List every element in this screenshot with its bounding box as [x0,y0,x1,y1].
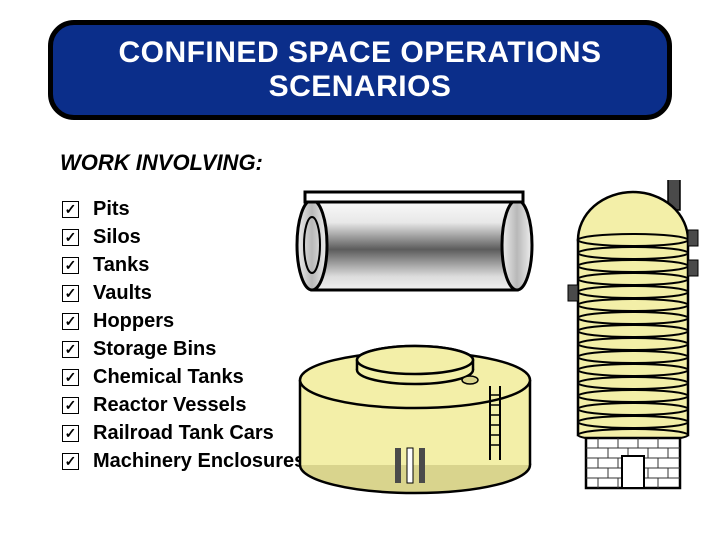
checked-box-icon [62,369,79,386]
list-item: Reactor Vessels [62,394,305,417]
item-label: Storage Bins [93,338,216,361]
scenario-list: Pits Silos Tanks Vaults Hoppers Storage … [62,198,305,478]
checked-box-icon [62,257,79,274]
list-item: Machinery Enclosures [62,450,305,473]
list-item: Tanks [62,254,305,277]
title-banner: CONFINED SPACE OPERATIONS SCENARIOS [48,20,672,120]
title-line-2: SCENARIOS [269,70,452,103]
item-label: Tanks [93,254,149,277]
tank-cylinder-icon [297,192,532,290]
list-item: Vaults [62,282,305,305]
item-label: Vaults [93,282,152,305]
item-label: Pits [93,198,130,221]
checked-box-icon [62,229,79,246]
checked-box-icon [62,453,79,470]
checked-box-icon [62,425,79,442]
item-label: Machinery Enclosures [93,450,305,473]
item-label: Reactor Vessels [93,394,246,417]
list-item: Chemical Tanks [62,366,305,389]
item-label: Silos [93,226,141,249]
item-label: Chemical Tanks [93,366,244,389]
list-item: Pits [62,198,305,221]
silo-icon [568,180,698,488]
title-text: CONFINED SPACE OPERATIONS SCENARIOS [118,36,601,105]
title-line-1: CONFINED SPACE OPERATIONS [118,36,601,69]
item-label: Railroad Tank Cars [93,422,274,445]
subheading: WORK INVOLVING: [60,150,263,176]
list-item: Hoppers [62,310,305,333]
storage-tank-icon [300,346,530,493]
checked-box-icon [62,201,79,218]
item-label: Hoppers [93,310,174,333]
checked-box-icon [62,341,79,358]
list-item: Storage Bins [62,338,305,361]
list-item: Railroad Tank Cars [62,422,305,445]
illustrations-svg [290,180,710,500]
checked-box-icon [62,313,79,330]
checked-box-icon [62,397,79,414]
illustrations-group [290,180,710,500]
list-item: Silos [62,226,305,249]
checked-box-icon [62,285,79,302]
